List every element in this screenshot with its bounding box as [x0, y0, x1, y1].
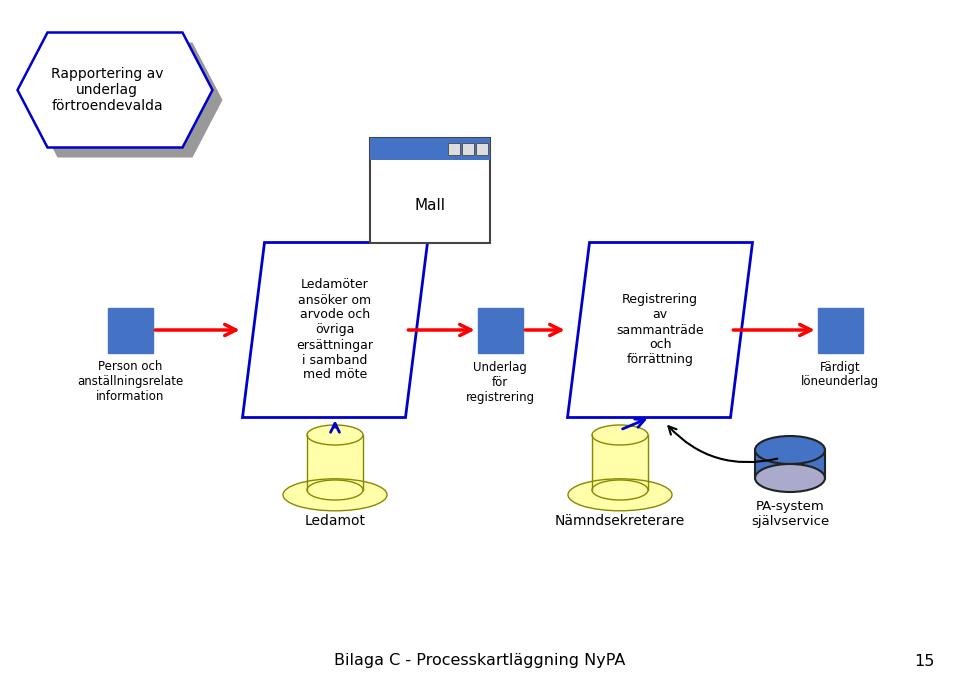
- Ellipse shape: [592, 480, 648, 500]
- Text: Färdigt
löneunderlag: Färdigt löneunderlag: [801, 361, 879, 388]
- Bar: [462, 143, 474, 154]
- Bar: [476, 143, 488, 154]
- Bar: [818, 307, 862, 353]
- Ellipse shape: [755, 464, 825, 492]
- Polygon shape: [17, 32, 212, 147]
- Text: Underlag
för
registrering: Underlag för registrering: [466, 361, 535, 403]
- Text: Nämndsekreterare: Nämndsekreterare: [555, 514, 685, 528]
- Text: Ledamot: Ledamot: [304, 514, 366, 528]
- Polygon shape: [243, 242, 427, 418]
- Ellipse shape: [283, 479, 387, 511]
- Polygon shape: [28, 43, 223, 158]
- Text: Registrering
av
sammanträde
och
förrättning: Registrering av sammanträde och förrättn…: [616, 294, 704, 366]
- Ellipse shape: [307, 480, 363, 500]
- Text: Person och
anställningsrelate
information: Person och anställningsrelate informatio…: [77, 361, 183, 403]
- Text: Ledamöter
ansöker om
arvode och
övriga
ersättningar
i samband
med möte: Ledamöter ansöker om arvode och övriga e…: [297, 279, 373, 381]
- Bar: [477, 307, 522, 353]
- Ellipse shape: [755, 436, 825, 464]
- Text: Mall: Mall: [415, 198, 445, 213]
- Bar: [108, 307, 153, 353]
- Bar: [755, 450, 825, 478]
- Bar: [592, 435, 648, 490]
- Ellipse shape: [307, 425, 363, 445]
- Bar: [307, 435, 363, 490]
- Polygon shape: [567, 242, 753, 418]
- Ellipse shape: [568, 479, 672, 511]
- Ellipse shape: [592, 425, 648, 445]
- Text: PA-system
självservice: PA-system självservice: [751, 500, 829, 528]
- Text: 15: 15: [915, 654, 935, 668]
- Bar: [448, 143, 460, 154]
- Bar: [370, 137, 490, 242]
- Text: Rapportering av
underlag
förtroendevalda: Rapportering av underlag förtroendevalda: [51, 67, 163, 113]
- Text: Bilaga C - Processkartläggning NyPA: Bilaga C - Processkartläggning NyPA: [334, 654, 626, 668]
- Bar: [370, 137, 490, 160]
